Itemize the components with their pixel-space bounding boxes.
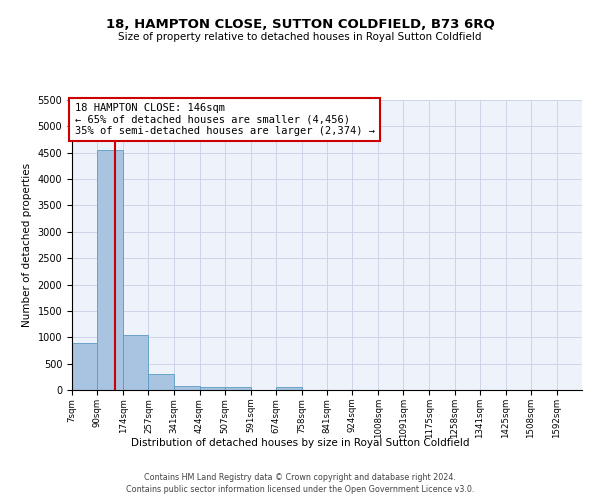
- Text: Contains public sector information licensed under the Open Government Licence v3: Contains public sector information licen…: [126, 485, 474, 494]
- Bar: [123, 334, 148, 390]
- Text: 18, HAMPTON CLOSE, SUTTON COLDFIELD, B73 6RQ: 18, HAMPTON CLOSE, SUTTON COLDFIELD, B73…: [106, 18, 494, 30]
- Bar: [276, 387, 302, 390]
- Text: Contains HM Land Registry data © Crown copyright and database right 2024.: Contains HM Land Registry data © Crown c…: [144, 472, 456, 482]
- Bar: [72, 342, 97, 390]
- Text: Size of property relative to detached houses in Royal Sutton Coldfield: Size of property relative to detached ho…: [118, 32, 482, 42]
- Y-axis label: Number of detached properties: Number of detached properties: [22, 163, 32, 327]
- Bar: [174, 386, 199, 390]
- Bar: [148, 374, 174, 390]
- Bar: [97, 150, 123, 390]
- Text: Distribution of detached houses by size in Royal Sutton Coldfield: Distribution of detached houses by size …: [131, 438, 469, 448]
- Bar: [225, 388, 251, 390]
- Bar: [199, 387, 225, 390]
- Text: 18 HAMPTON CLOSE: 146sqm
← 65% of detached houses are smaller (4,456)
35% of sem: 18 HAMPTON CLOSE: 146sqm ← 65% of detach…: [74, 103, 374, 136]
